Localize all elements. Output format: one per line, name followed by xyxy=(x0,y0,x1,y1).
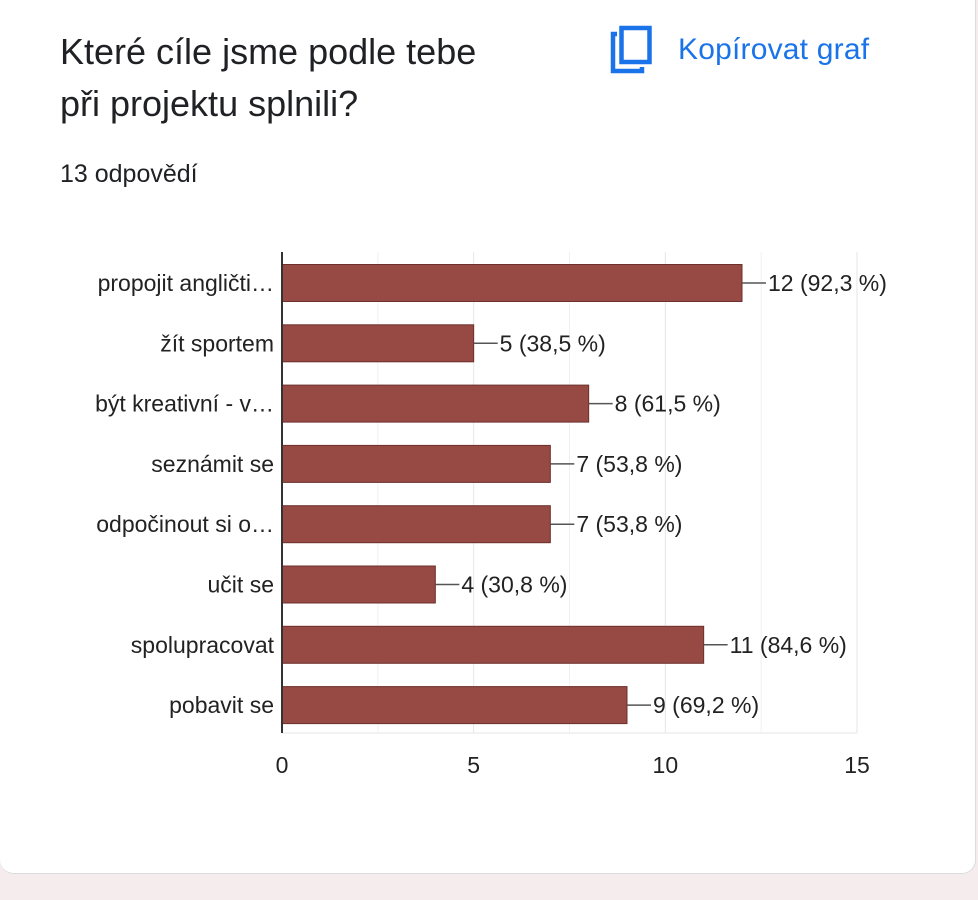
bar xyxy=(281,686,628,725)
copy-chart-button[interactable]: Kopírovat graf xyxy=(608,22,869,78)
copy-chart-label: Kopírovat graf xyxy=(678,33,870,66)
bar xyxy=(281,264,743,302)
category-label: odpočinout si o… xyxy=(96,511,274,537)
copy-icon xyxy=(610,25,652,74)
category-label: žít sportem xyxy=(160,330,274,356)
data-label: 11 (84,6 %) xyxy=(730,632,847,658)
bar xyxy=(281,444,551,483)
category-label: spolupracovat xyxy=(131,632,275,658)
response-count: 13 odpovědí xyxy=(60,160,198,188)
x-tick-label: 0 xyxy=(276,752,289,778)
category-label: seznámit se xyxy=(151,451,274,477)
data-label: 5 (38,5 %) xyxy=(500,330,606,356)
chart-card: Které cíle jsme podle tebe při projektu … xyxy=(0,0,976,874)
bar xyxy=(281,625,705,664)
data-label: 4 (30,8 %) xyxy=(461,572,567,598)
bar xyxy=(281,324,475,363)
bar xyxy=(281,505,551,544)
data-label: 7 (53,8 %) xyxy=(576,451,682,477)
data-label: 9 (69,2 %) xyxy=(653,692,759,718)
bar xyxy=(281,384,590,423)
category-label: propojit angličti… xyxy=(98,270,274,296)
x-tick-label: 15 xyxy=(844,752,870,778)
category-label: učit se xyxy=(208,572,274,598)
data-label: 7 (53,8 %) xyxy=(576,511,682,537)
question-title-line-2: při projektu splnili? xyxy=(60,83,359,124)
bar-chart: 0 5 10 15 propojit angličti… 12 (92,3 %) žít s… xyxy=(95,252,887,778)
data-label: 12 (92,3 %) xyxy=(768,270,887,296)
category-label: být kreativní - v… xyxy=(95,391,274,417)
category-label: pobavit se xyxy=(169,692,274,718)
x-tick-label: 5 xyxy=(467,752,480,778)
question-title: Které cíle jsme podle tebe při projektu … xyxy=(60,26,580,130)
bar xyxy=(281,565,436,604)
x-tick-label: 10 xyxy=(653,752,679,778)
data-label: 8 (61,5 %) xyxy=(615,391,721,417)
question-title-line-1: Které cíle jsme podle tebe xyxy=(60,31,477,72)
